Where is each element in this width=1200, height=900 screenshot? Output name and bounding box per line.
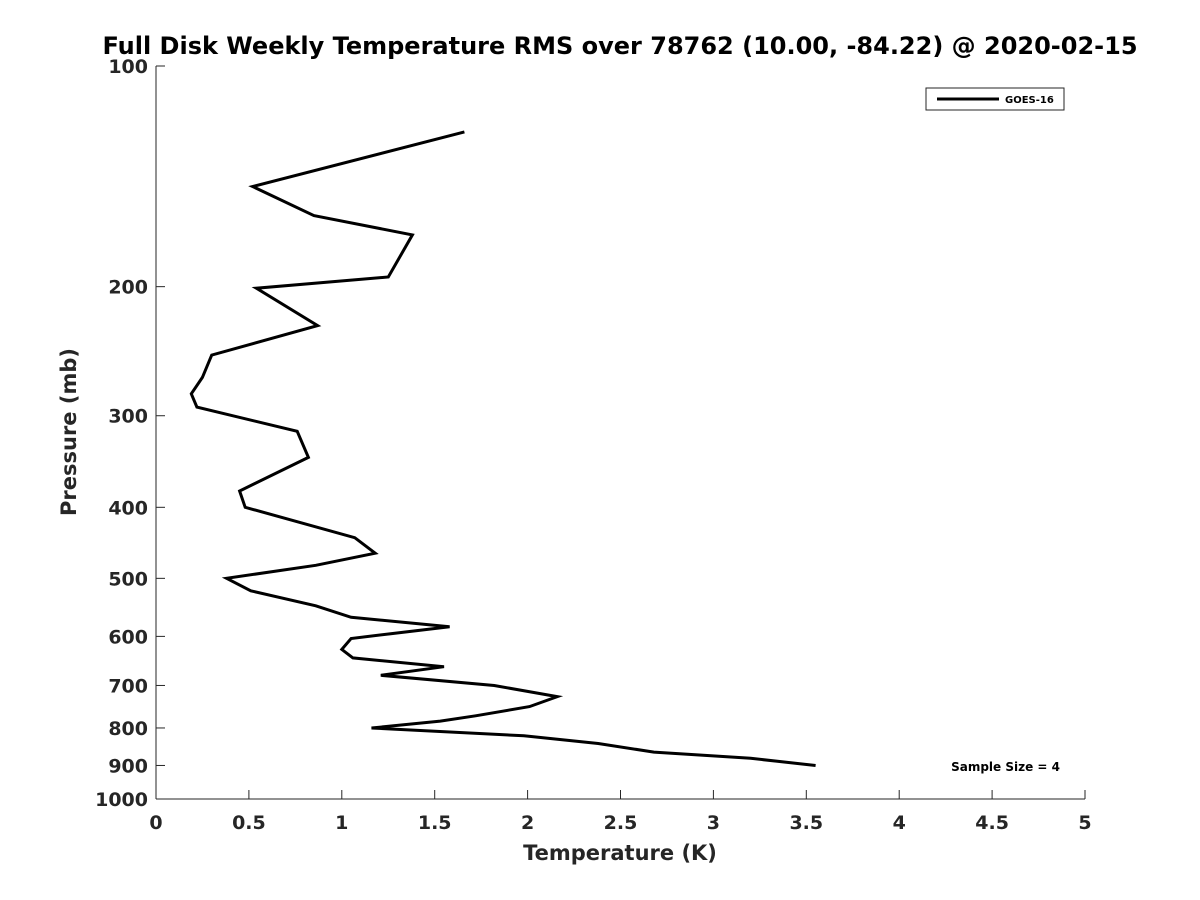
- x-tick-label: 4.5: [975, 812, 1009, 834]
- y-tick-label: 400: [108, 497, 148, 519]
- x-tick-label: 3.5: [789, 812, 823, 834]
- y-tick-label: 300: [108, 406, 148, 428]
- x-tick-label: 1.5: [418, 812, 452, 834]
- legend: GOES-16: [925, 87, 1065, 111]
- y-tick-label: 500: [108, 568, 148, 590]
- y-tick-label: 100: [108, 56, 148, 78]
- x-tick-label: 5: [1078, 812, 1091, 834]
- legend-label-goes16: GOES-16: [1005, 95, 1054, 106]
- x-tick-label: 2: [521, 812, 534, 834]
- x-tick-label: 4: [893, 812, 906, 834]
- x-axis-label: Temperature (K): [523, 841, 717, 865]
- x-tick-label: 1: [335, 812, 348, 834]
- x-ticks: 0 0.5 1 1.5 2 2.5 3 3.5 4 4.5 5: [149, 790, 1092, 834]
- x-tick-label: 0: [149, 812, 162, 834]
- sample-size-annotation: Sample Size = 4: [951, 760, 1060, 774]
- chart-title: Full Disk Weekly Temperature RMS over 78…: [102, 32, 1137, 60]
- y-tick-label: 1000: [95, 789, 148, 811]
- y-axis-label: Pressure (mb): [57, 348, 81, 516]
- y-tick-label: 900: [108, 755, 148, 777]
- x-tick-label: 0.5: [232, 812, 266, 834]
- y-tick-label: 800: [108, 718, 148, 740]
- y-ticks: 100 200 300 400 500 600 700 800 900 1000: [95, 56, 165, 811]
- x-tick-label: 3: [707, 812, 720, 834]
- x-tick-label: 2.5: [604, 812, 638, 834]
- series-line-goes-16: [189, 130, 816, 767]
- y-tick-label: 200: [108, 277, 148, 299]
- series-layer: [189, 130, 816, 767]
- y-tick-label: 700: [108, 675, 148, 697]
- y-tick-label: 600: [108, 626, 148, 648]
- plot-area: 0 0.5 1 1.5 2 2.5 3 3.5 4 4.5 5 100 200 300 400 500 600…: [95, 56, 1092, 834]
